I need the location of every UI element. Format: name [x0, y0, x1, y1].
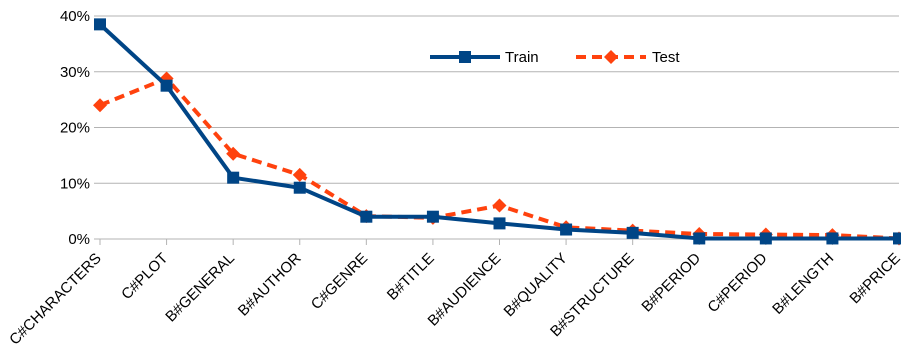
data-point-test	[93, 98, 107, 113]
series-group	[93, 18, 901, 246]
data-point-train	[626, 226, 639, 239]
axes	[94, 15, 900, 245]
x-tick-label: B#TITLE	[384, 250, 438, 304]
y-tick-labels: 0% 10% 20% 30% 40%	[60, 8, 90, 248]
data-point-train	[759, 232, 772, 245]
data-point-train	[94, 18, 106, 31]
data-point-train	[227, 171, 240, 184]
x-tick-label: B#AUTHOR	[235, 250, 305, 320]
data-point-train	[293, 181, 306, 194]
legend-label-test: Test	[652, 49, 680, 66]
x-tick-label: C#CHARACTERS	[6, 250, 105, 349]
data-point-train	[693, 232, 706, 245]
data-point-train	[560, 223, 573, 236]
legend-marker-train	[459, 51, 471, 63]
data-point-train	[160, 79, 173, 92]
data-point-train	[360, 210, 373, 223]
legend-marker-test	[604, 50, 618, 64]
x-tick-label: B#QUALITY	[501, 250, 571, 320]
data-point-train	[893, 232, 901, 245]
x-tick-label: B#GENERAL	[162, 250, 238, 326]
data-point-train	[493, 217, 506, 230]
x-tick-label: C#PERIOD	[704, 250, 770, 316]
data-point-test	[492, 198, 507, 213]
data-point-test	[226, 146, 241, 161]
x-tick-label: C#GENRE	[308, 250, 371, 313]
data-point-train	[826, 232, 839, 245]
y-tick-label: 20%	[60, 120, 90, 137]
data-point-test	[292, 167, 307, 182]
x-tick-label: B#LENGTH	[769, 250, 837, 318]
legend-label-train: Train	[505, 49, 539, 66]
x-tick-label: C#PLOT	[118, 250, 171, 303]
x-tick-label: B#PRICE	[846, 250, 901, 307]
data-point-train	[426, 210, 439, 223]
y-tick-label: 40%	[60, 8, 90, 25]
y-tick-label: 0%	[68, 231, 90, 248]
y-tick-label: 10%	[60, 175, 90, 192]
gridlines	[100, 15, 899, 184]
x-tick-label: B#PERIOD	[638, 250, 704, 316]
legend-item-train: Train	[430, 49, 539, 66]
legend-item-test: Test	[576, 49, 680, 66]
series-train	[94, 18, 901, 245]
legend: Train Test	[430, 49, 680, 66]
y-tick-label: 30%	[60, 64, 90, 81]
